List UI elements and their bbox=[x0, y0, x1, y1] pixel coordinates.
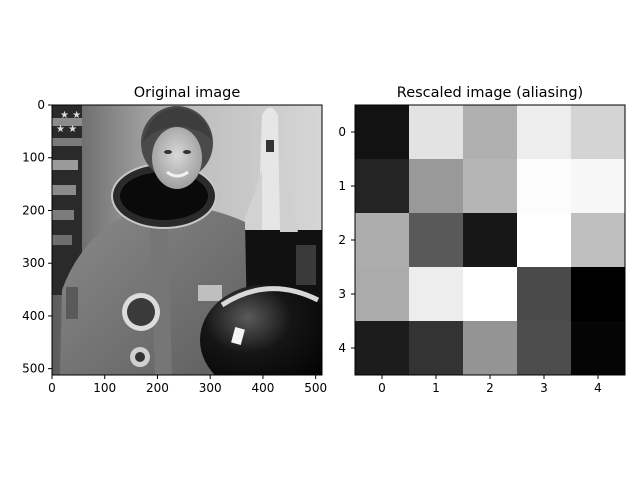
left-x-tick-label: 400 bbox=[251, 381, 274, 395]
left-y-tick-label: 400 bbox=[22, 309, 45, 323]
right-y-tick-label: 4 bbox=[338, 341, 346, 355]
heatmap-cell bbox=[571, 105, 626, 160]
left-x-tick-label: 300 bbox=[199, 381, 222, 395]
svg-text:★ ★: ★ ★ bbox=[60, 110, 81, 121]
left-axes-frame bbox=[51, 104, 323, 376]
heatmap-cell bbox=[463, 321, 518, 376]
heatmap-cell bbox=[571, 267, 626, 322]
heatmap-cell bbox=[409, 267, 464, 322]
left-x-tick-label: 100 bbox=[93, 381, 116, 395]
heatmap-cell bbox=[571, 321, 626, 376]
right-x-tick-label: 3 bbox=[540, 381, 548, 395]
heatmap-cell bbox=[517, 105, 572, 160]
heatmap-cell bbox=[463, 213, 518, 268]
svg-text:★ ★: ★ ★ bbox=[56, 124, 77, 135]
heatmap-cell bbox=[355, 159, 410, 214]
left-x-tick-label: 0 bbox=[48, 381, 56, 395]
right-axes-title: Rescaled image (aliasing) bbox=[397, 85, 583, 101]
left-y-tick-label: 300 bbox=[22, 256, 45, 270]
left-x-tick-label: 500 bbox=[304, 381, 327, 395]
heatmap-cell bbox=[463, 267, 518, 322]
right-ticks: 0 1 2 3 4 0 1 2 3 4 bbox=[338, 125, 601, 395]
heatmap-cell bbox=[355, 267, 410, 322]
heatmap-cell bbox=[463, 159, 518, 214]
original-image: ★ ★ ★ ★ bbox=[52, 105, 322, 375]
right-x-tick-label: 4 bbox=[594, 381, 602, 395]
heatmap-cell bbox=[571, 159, 626, 214]
heatmap-cell bbox=[517, 321, 572, 376]
left-y-tick-label: 100 bbox=[22, 151, 45, 165]
left-y-tick-label: 0 bbox=[37, 98, 45, 112]
heatmap-cell bbox=[409, 213, 464, 268]
left-axes-title: Original image bbox=[134, 85, 241, 101]
left-y-tick-label: 200 bbox=[22, 203, 45, 217]
left-y-tick-label: 500 bbox=[22, 362, 45, 376]
heatmap-cells bbox=[355, 105, 626, 376]
heatmap-cell bbox=[355, 321, 410, 376]
right-y-tick-label: 0 bbox=[338, 125, 346, 139]
heatmap-cell bbox=[463, 105, 518, 160]
heatmap-cell bbox=[571, 213, 626, 268]
right-y-tick-label: 3 bbox=[338, 287, 346, 301]
heatmap-cell bbox=[355, 105, 410, 160]
left-x-tick-label: 200 bbox=[146, 381, 169, 395]
heatmap-cell bbox=[409, 321, 464, 376]
right-x-tick-label: 2 bbox=[486, 381, 494, 395]
heatmap-cell bbox=[517, 267, 572, 322]
heatmap-cell bbox=[409, 159, 464, 214]
heatmap-cell bbox=[517, 213, 572, 268]
right-x-tick-label: 1 bbox=[432, 381, 440, 395]
right-y-tick-label: 1 bbox=[338, 179, 346, 193]
right-y-tick-label: 2 bbox=[338, 233, 346, 247]
heatmap-cell bbox=[517, 159, 572, 214]
heatmap-cell bbox=[409, 105, 464, 160]
heatmap-cell bbox=[355, 213, 410, 268]
right-x-tick-label: 0 bbox=[378, 381, 386, 395]
